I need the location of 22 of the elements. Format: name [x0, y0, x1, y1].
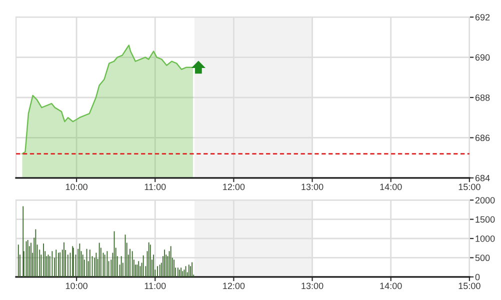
y-tick-label: 688 [475, 94, 490, 101]
y-tick-label: 684 [475, 174, 490, 182]
x-tick-label: 14:00 [380, 184, 402, 190]
x-tick-label: 15:00 [458, 282, 480, 290]
x-tick-label: 13:00 [302, 282, 324, 290]
x-tick-label: 11:00 [144, 282, 166, 290]
x-tick-label: 15:00 [458, 184, 480, 190]
y-tick-label: 1500 [476, 216, 495, 223]
x-tick-label: 10:00 [66, 184, 88, 190]
y-tick-label: 0 [475, 274, 480, 280]
y-tick-label: 692 [475, 14, 490, 20]
x-tick-label: 10:00 [66, 282, 88, 290]
x-tick-label: 11:00 [144, 184, 166, 190]
y-tick-label: 2000 [475, 197, 495, 204]
y-tick-label: 1000 [476, 235, 495, 242]
x-tick-label: 14:00 [380, 282, 402, 290]
x-tick-label: 13:00 [302, 184, 324, 190]
y-tick-label: 500 [475, 254, 490, 262]
y-tick-label: 686 [475, 134, 490, 142]
x-tick-label: 12:00 [223, 184, 245, 190]
y-tick-label: 690 [475, 54, 490, 61]
x-tick-label: 12:00 [223, 282, 245, 290]
